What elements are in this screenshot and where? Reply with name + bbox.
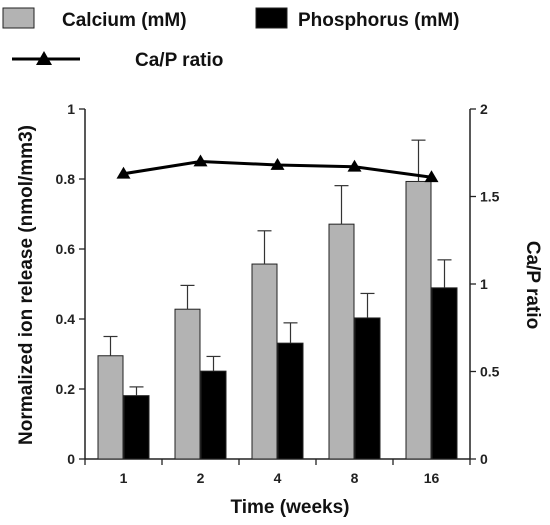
ratio-line-series	[116, 154, 439, 183]
phosphorus-bar	[354, 317, 381, 460]
calcium-bar	[328, 223, 355, 460]
y-tick-label: 0.8	[56, 171, 76, 187]
calcium-bar	[405, 180, 432, 460]
ca-p-ratio-point	[193, 154, 208, 167]
y-tick-label: 0	[67, 451, 75, 467]
x-tick-label: 8	[351, 470, 359, 486]
legend-swatch-calcium	[2, 7, 35, 29]
x-tick-label: 2	[197, 470, 205, 486]
y2-tick-label: 1	[480, 276, 488, 292]
tick-labels: 0 0.2 0.4 0.6 0.8 1 0 0.5 1 1.5 2 1 2 4 8 16	[56, 101, 500, 486]
bars	[97, 180, 458, 460]
y-tick-label: 0.2	[56, 381, 76, 397]
legend: Calcium (mM) Phosphorus (mM) Ca/P ratio	[2, 7, 460, 71]
y2-tick-label: 2	[480, 101, 488, 117]
y2-tick-label: 0.5	[480, 364, 500, 380]
y2-tick-label: 1.5	[480, 189, 500, 205]
legend-swatch-phosphorus	[255, 7, 288, 29]
ca-p-ratio-point	[347, 159, 362, 172]
y-tick-label: 0.6	[56, 241, 76, 257]
legend-label-calcium: Calcium (mM)	[62, 10, 187, 31]
y-axis-title: Normalized ion release (nmol/mm3)	[16, 125, 37, 445]
calcium-bar	[97, 355, 124, 460]
x-axis-title: Time (weeks)	[231, 497, 350, 518]
ca-p-ratio-point	[270, 158, 285, 170]
x-tick-label: 1	[120, 470, 128, 486]
legend-label-phosphorus: Phosphorus (mM)	[298, 10, 460, 31]
calcium-bar	[174, 308, 201, 460]
legend-marker-ratio	[36, 51, 52, 65]
y2-tick-label: 0	[480, 451, 488, 467]
ca-p-ratio-point	[424, 170, 439, 183]
ca-p-ratio-point	[116, 166, 131, 179]
y-tick-label: 0.4	[56, 311, 76, 327]
phosphorus-bar	[200, 370, 227, 460]
phosphorus-bar	[277, 342, 304, 460]
y2-axis-title: Ca/P ratio	[522, 241, 543, 329]
x-tick-label: 4	[274, 470, 282, 486]
legend-label-ratio: Ca/P ratio	[135, 50, 223, 71]
y-tick-label: 1	[67, 101, 75, 117]
calcium-bar	[251, 263, 278, 460]
phosphorus-bar	[431, 287, 458, 460]
phosphorus-bar	[123, 395, 150, 460]
x-tick-label: 16	[424, 470, 440, 486]
